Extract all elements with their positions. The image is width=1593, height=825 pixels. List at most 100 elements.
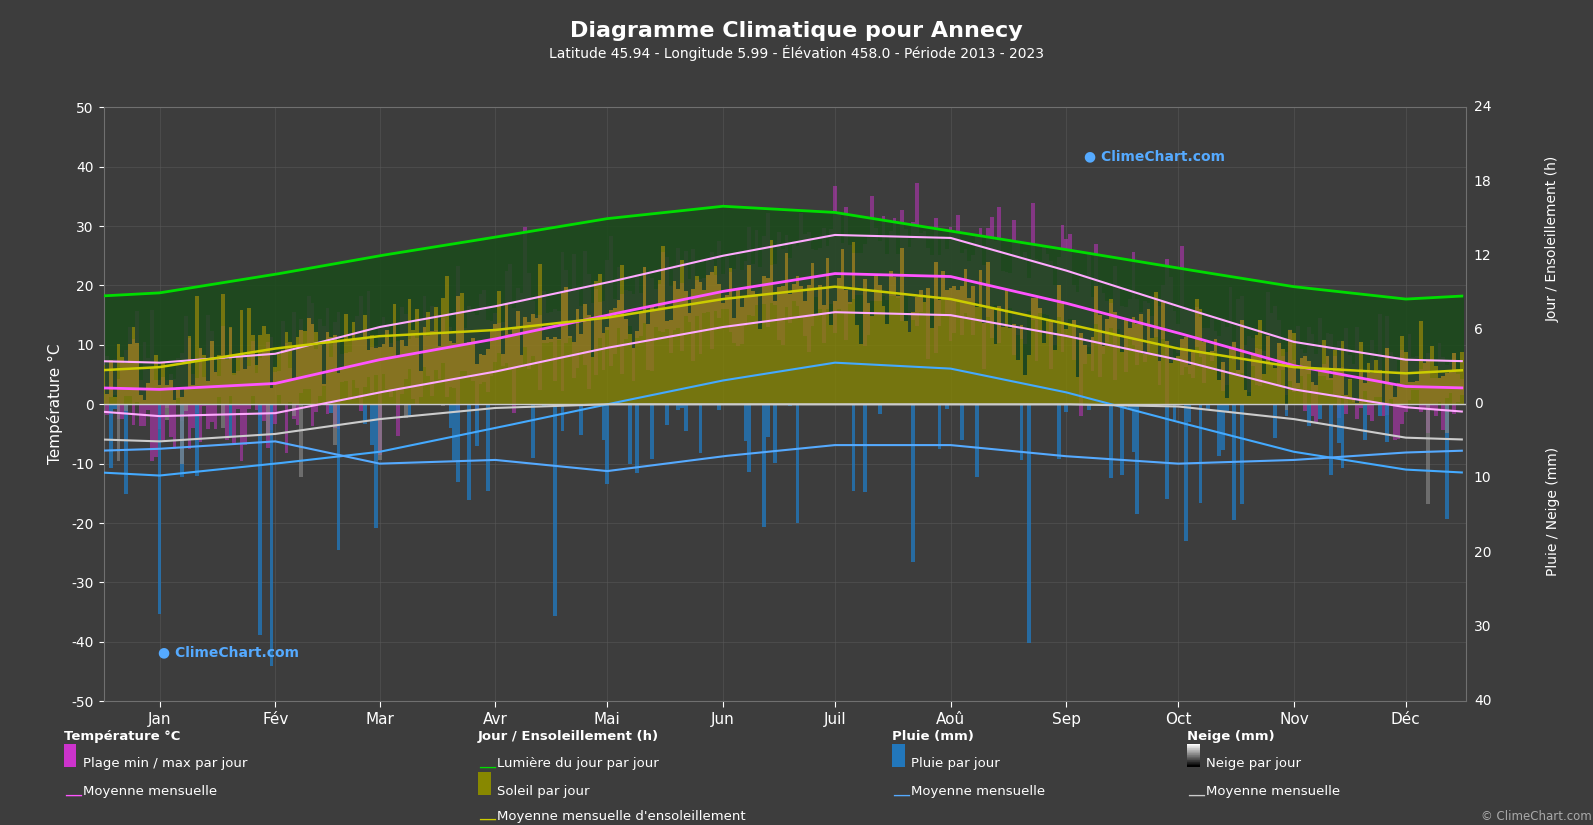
Bar [116,404,121,461]
Bar [758,208,761,328]
Bar [475,365,478,404]
Bar [1419,321,1423,404]
Bar [1341,404,1344,468]
Bar [110,404,113,468]
Bar [1258,349,1262,386]
Bar [486,350,489,404]
Bar [494,324,497,404]
Bar [580,334,583,404]
Bar [408,339,411,369]
Bar [609,219,613,310]
Bar [277,354,280,404]
Bar [997,306,1000,404]
Bar [475,315,478,408]
Bar [1284,404,1289,416]
Bar [710,207,714,272]
Bar [956,232,961,290]
Bar [489,238,494,331]
Bar [1158,361,1161,404]
Bar [1255,335,1258,404]
Bar [299,404,303,477]
Bar [408,299,411,404]
Bar [527,232,530,323]
Bar [819,211,822,285]
Bar [1281,356,1284,370]
Bar [1203,272,1206,342]
Bar [1352,364,1356,403]
Bar [307,268,311,318]
Bar [989,238,994,309]
Bar [558,227,561,339]
Bar [1200,404,1203,503]
Bar [1098,285,1102,377]
Bar [247,308,252,404]
Bar [322,384,325,404]
Bar [1236,278,1239,370]
Bar [605,328,609,404]
Bar [433,329,438,370]
Bar [102,365,105,404]
Bar [199,348,202,404]
Bar [1306,288,1311,361]
Bar [314,267,319,332]
Bar [1045,247,1050,321]
Text: 24: 24 [1474,101,1491,114]
Bar [933,262,938,404]
Bar [408,251,411,299]
Bar [803,234,808,337]
Bar [796,210,800,276]
Bar [1222,276,1225,362]
Bar [422,248,427,328]
Bar [677,404,680,409]
Bar [1233,277,1236,342]
Bar [1233,342,1236,360]
Bar [1239,278,1244,320]
Bar [467,242,472,342]
Bar [255,277,258,365]
Bar [191,385,194,404]
Bar [658,284,661,332]
Bar [941,230,945,271]
Bar [483,356,486,404]
Bar [695,209,699,276]
Bar [202,285,205,356]
Bar [773,264,777,305]
Bar [978,270,983,404]
Bar [177,290,180,387]
Bar [244,355,247,446]
Bar [961,404,964,440]
Bar [796,246,800,306]
Bar [352,261,355,323]
Bar [135,343,139,404]
Bar [102,370,105,400]
Bar [132,295,135,328]
Bar [666,257,669,329]
Text: —: — [892,785,910,804]
Bar [1187,270,1192,365]
Bar [688,279,691,322]
Bar [121,295,124,357]
Bar [1147,263,1150,309]
Bar [438,346,441,404]
Bar [1284,352,1289,395]
Bar [269,275,274,388]
Bar [199,348,202,442]
Bar [505,235,508,304]
Bar [1375,373,1378,397]
Bar [135,311,139,402]
Bar [572,224,575,342]
Bar [1184,269,1187,337]
Bar [274,371,277,424]
Bar [1378,296,1381,370]
Bar [311,323,314,404]
Bar [886,221,889,324]
Bar [124,362,127,404]
Bar [1322,290,1325,340]
Bar [464,242,467,345]
Bar [1020,243,1023,325]
Bar [1306,328,1311,374]
Bar [575,309,580,404]
Bar [1456,296,1459,370]
Bar [814,250,819,297]
Bar [416,309,419,404]
